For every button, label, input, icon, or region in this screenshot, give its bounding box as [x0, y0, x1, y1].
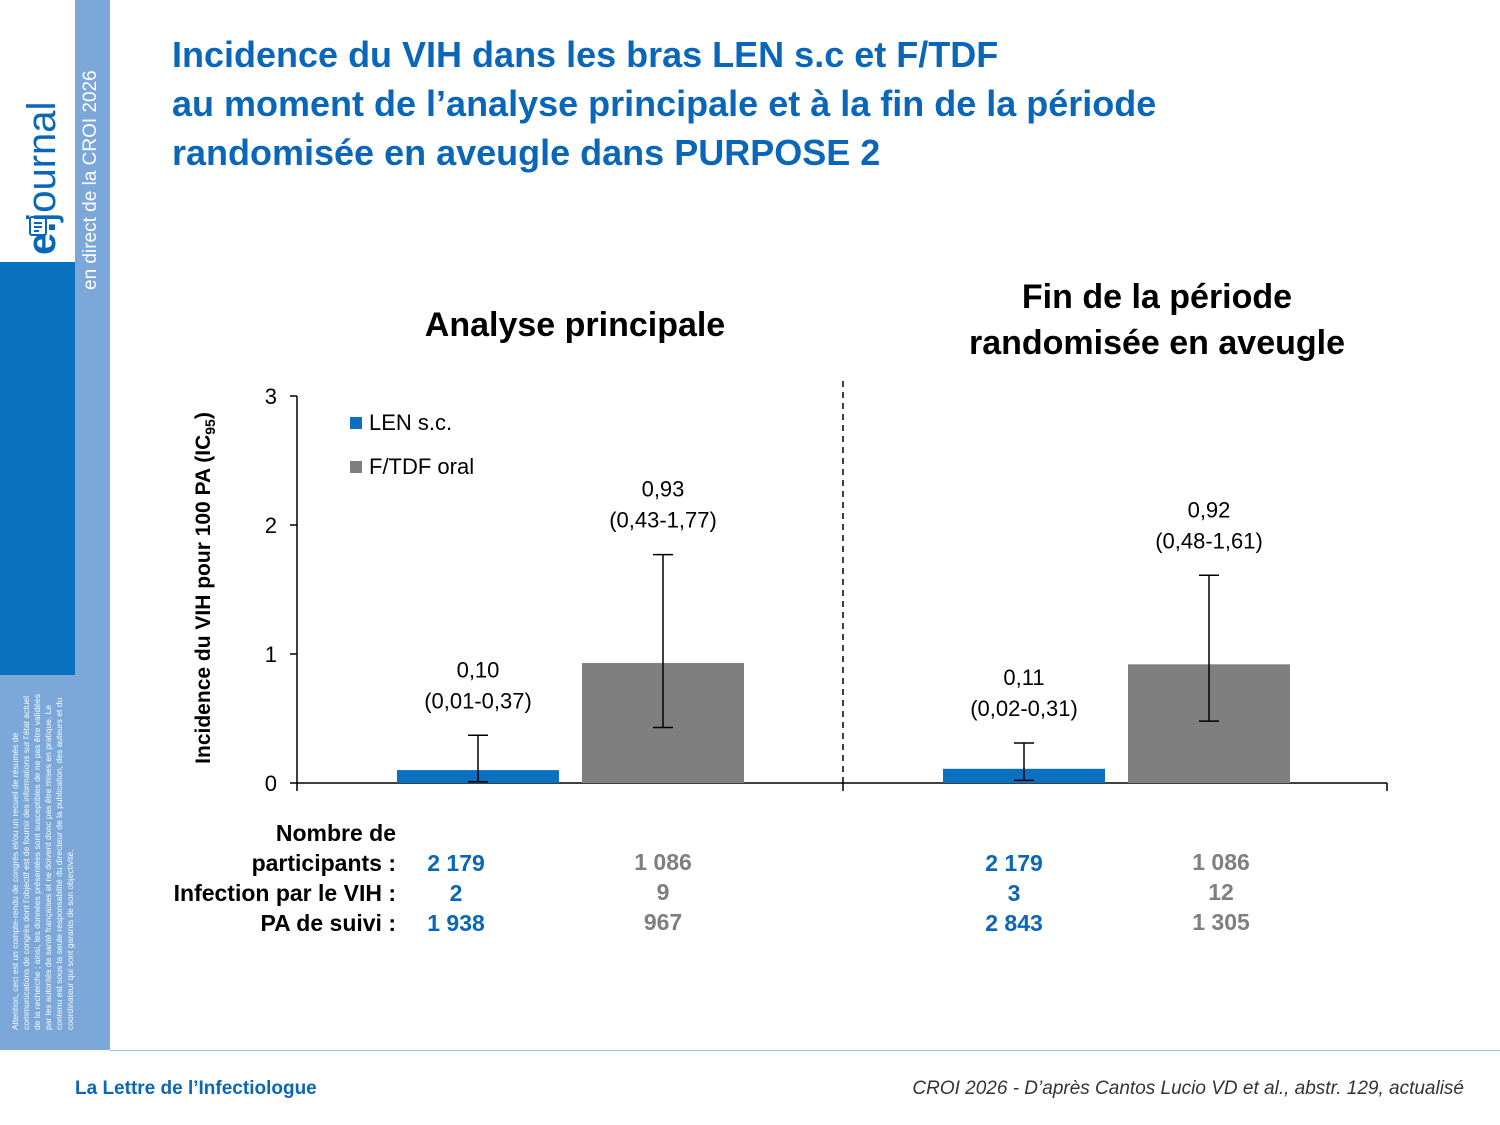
group-title-primary: Analyse principale — [375, 302, 775, 348]
legend-item-len: LEN s.c. — [350, 410, 452, 436]
table-cell: 1 086 — [1192, 849, 1250, 875]
y-tick-label: 1 — [265, 642, 277, 667]
title-line: au moment de l’analyse principale et à l… — [172, 83, 1157, 124]
legend-item-ftdf: F/TDF oral — [350, 454, 474, 480]
footer-journal-name: La Lettre de l’Infectiologue — [75, 1078, 317, 1099]
table-cell: 2 — [449, 880, 463, 906]
table-cell: 1 086 — [634, 849, 692, 875]
group-title-line: Fin de la période — [1021, 278, 1293, 316]
legend-swatch — [350, 461, 362, 473]
table-cell: 12 — [1208, 879, 1234, 905]
footer-citation: CROI 2026 - D’après Cantos Lucio VD et a… — [912, 1078, 1464, 1099]
row-label-participants: Nombre de — [275, 820, 396, 846]
footer-divider — [110, 1050, 1500, 1051]
row-label-infections: Infection par le VIH : — [173, 880, 396, 906]
page-title: Incidence du VIH dans les bras LEN s.c e… — [172, 30, 1472, 177]
table-cell: 1 938 — [427, 910, 485, 936]
title-line: Incidence du VIH dans les bras LEN s.c e… — [172, 34, 999, 75]
legend-label: F/TDF oral — [369, 454, 475, 479]
group-title-line: Analyse principale — [424, 306, 726, 344]
group-title-end: Fin de la période randomisée en aveugle — [907, 274, 1407, 366]
legend-swatch — [350, 417, 362, 429]
data-label-ci: (0,48-1,61) — [1155, 528, 1263, 553]
table-cell: 3 — [1007, 880, 1021, 906]
table-cell: 2 179 — [985, 850, 1043, 876]
table-cell: 967 — [643, 909, 683, 935]
table-cell: 2 179 — [427, 850, 485, 876]
sidebar-logo-area — [0, 0, 75, 262]
y-tick-label: 3 — [265, 384, 277, 409]
data-label-ci: (0,01-0,37) — [424, 688, 532, 713]
y-tick-label: 2 — [265, 513, 277, 538]
data-label-value: 0,93 — [642, 477, 685, 502]
sidebar-accent — [0, 262, 75, 675]
data-label-ci: (0,43-1,77) — [609, 508, 717, 533]
title-line: randomisée en aveugle dans PURPOSE 2 — [172, 132, 881, 173]
row-label-participants: participants : — [251, 850, 396, 876]
row-label-followup: PA de suivi : — [260, 910, 396, 936]
document-icon — [29, 216, 47, 236]
table-cell: 1 305 — [1192, 909, 1250, 935]
table-cell: 9 — [656, 879, 670, 905]
data-label-value: 0,10 — [457, 657, 500, 682]
data-label-ci: (0,02-0,31) — [970, 696, 1078, 721]
group-title-line: randomisée en aveugle — [968, 324, 1346, 362]
data-label-value: 0,11 — [1003, 665, 1044, 690]
data-label-value: 0,92 — [1188, 497, 1231, 522]
y-tick-label: 0 — [265, 771, 277, 796]
legend-label: LEN s.c. — [369, 410, 453, 435]
table-cell: 2 843 — [985, 910, 1043, 936]
